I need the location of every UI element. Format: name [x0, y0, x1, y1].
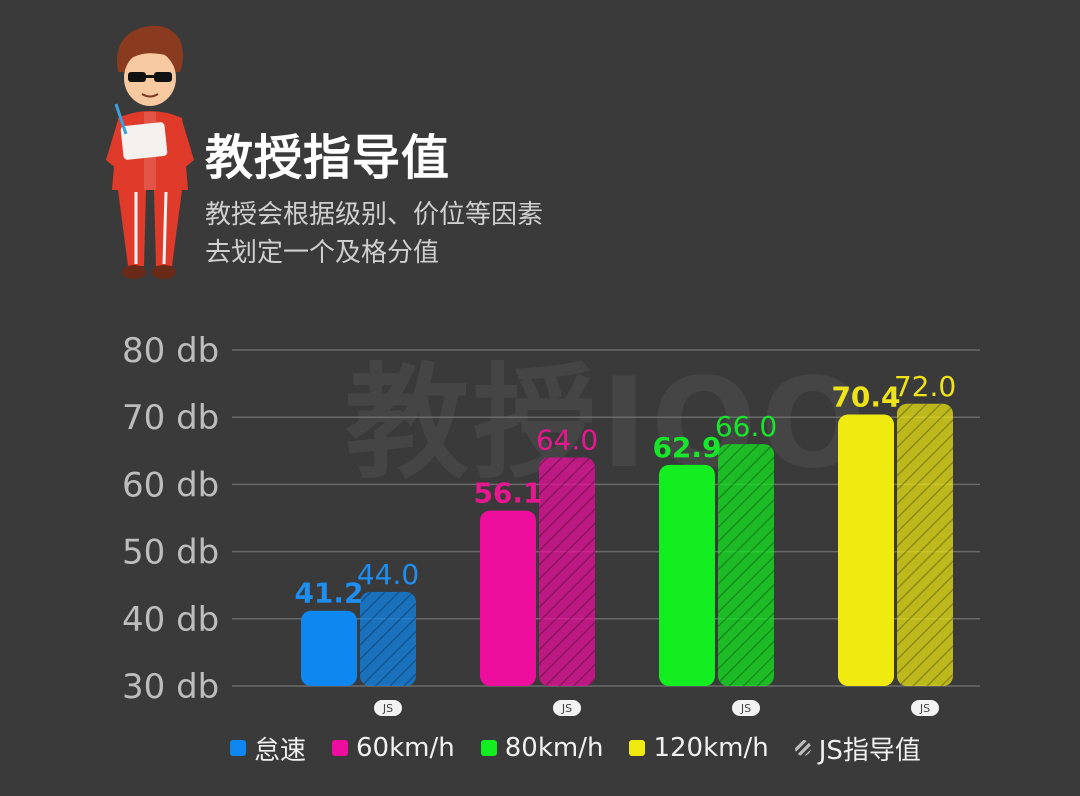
legend-swatch [629, 740, 646, 756]
js-tag-label: JS [919, 702, 930, 715]
data-label: 41.2 [294, 577, 363, 610]
js-tag-label: JS [740, 702, 751, 715]
legend-item: 80km/h [480, 733, 604, 763]
watermark: 教授IOO [345, 352, 870, 496]
data-label: 70.4 [831, 381, 900, 414]
bar-guide-hatch [718, 444, 774, 686]
legend-swatch [332, 740, 349, 756]
page-title: 教授指导值 [205, 130, 451, 186]
legend-swatch [794, 740, 811, 756]
js-tag-label: JS [561, 702, 572, 715]
legend-item: 120km/h [629, 733, 769, 763]
subtitle-line-1: 教授会根据级别、价位等因素 [205, 200, 544, 230]
bar-measured [301, 610, 357, 686]
bar-guide-hatch [897, 403, 953, 686]
legend-swatch [230, 740, 246, 756]
legend-label: 怠速 [254, 735, 307, 766]
bar-measured [480, 510, 536, 686]
bar-guide-hatch [360, 591, 416, 686]
legend-label: JS指导值 [818, 735, 921, 766]
y-tick-label: 80 db [122, 331, 219, 371]
legend-label: 60km/h [356, 733, 455, 763]
js-tag [374, 700, 402, 716]
data-label: 72.0 [894, 370, 956, 403]
legend-item: JS指导值 [794, 730, 921, 767]
y-tick-label: 60 db [122, 465, 219, 505]
data-label: 66.0 [715, 410, 777, 443]
legend-label: 80km/h [504, 733, 604, 763]
legend-label: 120km/h [653, 733, 769, 763]
legend-item: 60km/h [332, 733, 455, 763]
subtitle-line-2: 去划定一个及格分值 [205, 238, 440, 268]
data-label: 62.9 [652, 431, 721, 464]
bar-measured [838, 414, 894, 686]
js-tag-label: JS [382, 702, 393, 715]
js-tag [553, 700, 581, 716]
y-tick-label: 70 db [122, 398, 219, 438]
mascot-illustration [106, 25, 194, 279]
y-tick-label: 30 db [122, 667, 219, 707]
chart-legend: 怠速 60km/h 80km/h 120km/h JS指导值 [230, 730, 947, 766]
data-label: 56.1 [473, 477, 542, 510]
data-label: 44.0 [357, 558, 419, 591]
bar-measured [659, 464, 715, 686]
bar-guide-hatch [539, 457, 595, 686]
data-label: 64.0 [536, 424, 598, 457]
js-tag [911, 700, 939, 716]
legend-swatch [480, 740, 497, 756]
y-tick-label: 50 db [122, 533, 219, 573]
js-tag [732, 700, 760, 716]
y-tick-label: 40 db [122, 600, 219, 640]
legend-item: 怠速 [230, 730, 306, 767]
